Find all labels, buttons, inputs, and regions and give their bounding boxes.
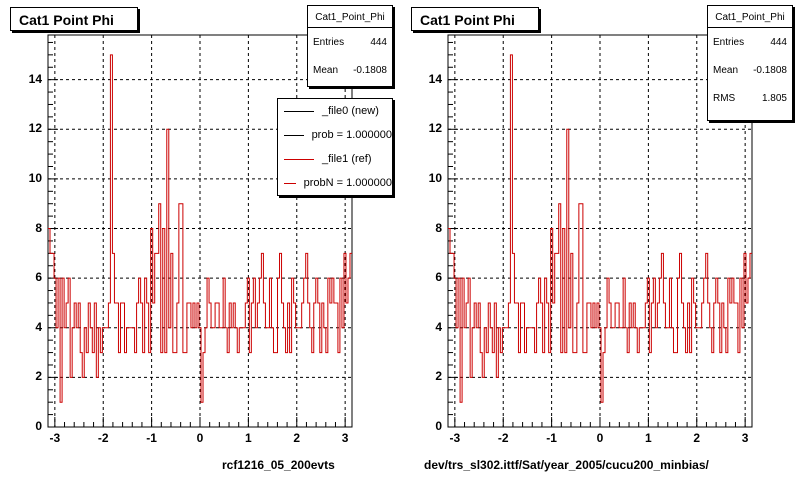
right-stats-entries: Entries 444 [708, 28, 792, 56]
right-y-tick-label: 2 [435, 369, 442, 384]
right-y-tick-label: 14 [428, 71, 442, 86]
left-stats-mean-value: -0.1808 [353, 64, 387, 76]
legend-item-file0: _file0 (new) [278, 99, 392, 123]
legend-line [284, 158, 314, 160]
right-histogram-series [448, 54, 752, 403]
left-x-tick-label: -1 [146, 431, 157, 445]
legend-line [284, 110, 314, 112]
right-stats-entries-value: 444 [770, 36, 787, 48]
right-title-text: Cat1 Point Phi [420, 12, 515, 28]
left-y-tick-label: 12 [28, 121, 42, 136]
right-stats-mean-label: Mean [713, 64, 739, 76]
right-y-tick-label: 12 [428, 121, 442, 136]
left-y-tick-label: 10 [28, 170, 42, 185]
left-stats-mean-label: Mean [313, 64, 339, 76]
left-stats-title: Cat1_Point_Phi [308, 6, 392, 28]
left-x-tick-label: -3 [49, 431, 61, 445]
right-y-tick-label: 8 [435, 220, 442, 235]
left-plot-frame [47, 34, 353, 428]
left-y-tick-label: 4 [35, 319, 42, 334]
right-stats-rms: RMS 1.805 [708, 84, 792, 112]
right-x-tick-label: 2 [693, 431, 701, 445]
right-x-tick-label: 0 [596, 431, 604, 445]
right-stats-mean-value: -0.1808 [753, 64, 787, 76]
left-chart-title: Cat1 Point Phi [10, 7, 138, 31]
left-stats-entries-label: Entries [313, 36, 345, 48]
left-stats-entries-value: 444 [370, 36, 387, 48]
left-stats-box: Cat1_Point_Phi Entries 444 Mean -0.1808 [307, 5, 393, 87]
left-title-text: Cat1 Point Phi [19, 12, 114, 28]
left-caption: rcf1216_05_200evts [222, 458, 335, 472]
right-stats-rms-value: 1.805 [761, 92, 787, 104]
legend-label: prob = 1.000000 [311, 129, 392, 141]
left-stats-mean: Mean -0.1808 [308, 56, 392, 84]
right-y-tick-label: 6 [435, 270, 442, 285]
legend-label: _file0 (new) [322, 105, 379, 117]
right-stats-title: Cat1_Point_Phi [708, 6, 792, 28]
left-y-tick-label: 0 [35, 419, 42, 433]
legend-line [284, 182, 296, 184]
left-y-tick-label: 8 [35, 220, 42, 235]
left-legend: _file0 (new) prob = 1.000000 _file1 (ref… [277, 98, 393, 196]
legend-label: probN = 1.000000 [303, 177, 392, 189]
right-stats-box: Cat1_Point_Phi Entries 444 Mean -0.1808 … [707, 5, 793, 121]
right-stats-mean: Mean -0.1808 [708, 56, 792, 84]
legend-item-file1: _file1 (ref) [278, 147, 392, 171]
legend-label: _file1 (ref) [322, 153, 372, 165]
left-x-tick-label: 1 [245, 431, 252, 445]
left-stats-entries: Entries 444 [308, 28, 392, 56]
right-caption: dev/trs_sl302.ittf/Sat/year_2005/cucu200… [424, 458, 709, 472]
right-x-tick-label: -2 [497, 431, 509, 445]
legend-item-probN: probN = 1.000000 [278, 171, 392, 195]
left-y-tick-label: 6 [35, 270, 42, 285]
left-x-tick-label: 2 [293, 431, 301, 445]
right-x-tick-label: 1 [645, 431, 652, 445]
right-y-tick-label: 4 [435, 319, 442, 334]
right-x-tick-label: -1 [546, 431, 557, 445]
left-x-tick-label: 0 [196, 431, 204, 445]
left-x-tick-label: 3 [341, 431, 349, 445]
left-histogram-series [48, 54, 352, 403]
legend-line [284, 134, 304, 136]
left-x-tick-label: -2 [97, 431, 109, 445]
right-y-tick-label: 0 [435, 419, 442, 433]
right-y-tick-label: 10 [428, 170, 442, 185]
legend-item-prob: prob = 1.000000 [278, 123, 392, 147]
right-stats-rms-label: RMS [713, 92, 736, 104]
left-y-tick-label: 2 [35, 369, 42, 384]
right-stats-entries-label: Entries [713, 36, 745, 48]
left-y-tick-label: 14 [28, 71, 42, 86]
right-chart-title: Cat1 Point Phi [411, 7, 539, 31]
right-x-tick-label: 3 [741, 431, 749, 445]
right-x-tick-label: -3 [449, 431, 461, 445]
